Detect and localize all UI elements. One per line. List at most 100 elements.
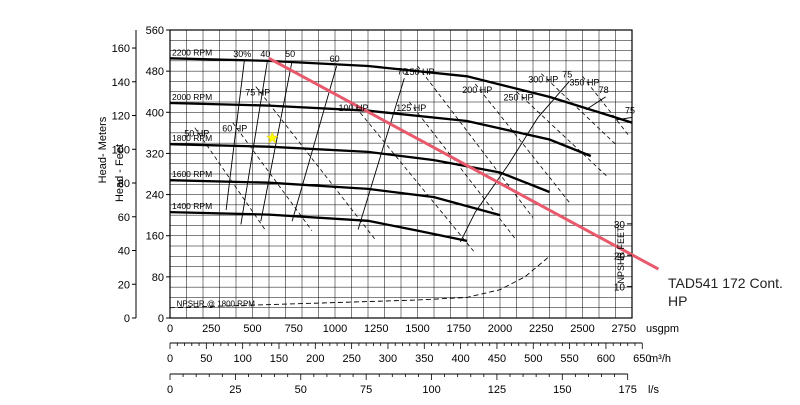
power-line <box>582 76 630 136</box>
efficiency-line <box>260 60 293 222</box>
tick-label-meters: 80 <box>118 178 130 190</box>
tick-label-gpm: 750 <box>285 323 303 335</box>
efficiency-label: 78 <box>599 85 609 95</box>
power-label: 300 HP <box>528 75 558 85</box>
efficiency-line <box>291 65 338 222</box>
tick-label-m3h: 400 <box>451 353 469 365</box>
axis-title-feet: Head - Feet <box>114 144 126 202</box>
efficiency-line <box>615 116 633 121</box>
power-line <box>541 73 618 146</box>
tick-label-feet: 320 <box>146 148 164 160</box>
power-label: 350 HP <box>569 77 599 87</box>
tick-label-ls: 75 <box>360 384 372 396</box>
tick-label-ls: 150 <box>553 384 571 396</box>
tick-label-m3h: 550 <box>560 353 578 365</box>
power-line <box>417 65 534 218</box>
speed-curve <box>169 143 550 194</box>
tick-label-ls: 100 <box>422 384 440 396</box>
tick-label-feet: 480 <box>146 66 164 78</box>
tick-label-gpm: 2250 <box>529 323 553 335</box>
efficiency-label: 30% <box>233 49 251 59</box>
efficiency-line <box>459 81 570 243</box>
tick-label-npshr: 20 <box>614 251 626 262</box>
axis-title-meters: Head- Meters <box>97 116 109 183</box>
tick-label-ls: 0 <box>167 384 173 396</box>
power-label: 250 HP <box>503 93 533 103</box>
tick-label-npshr: 30 <box>614 220 626 231</box>
plot-border <box>169 29 633 319</box>
tick-label-m3h: 500 <box>524 353 542 365</box>
tick-label-feet: 80 <box>152 272 164 284</box>
tick-label-meters: 0 <box>124 313 130 325</box>
speed-curve-label: 1400 RPM <box>172 201 212 211</box>
speed-curve-label: 2200 RPM <box>172 47 212 57</box>
power-line <box>255 86 377 242</box>
speed-curve <box>169 57 633 124</box>
tick-label-m3h: 350 <box>415 353 433 365</box>
speed-curve <box>169 210 468 243</box>
tick-label-gpm: 0 <box>167 323 173 335</box>
tick-label-ls: 125 <box>488 384 506 396</box>
speed-curve-label: 1800 RPM <box>172 133 212 143</box>
speed-curve-label: 2000 RPM <box>172 92 212 102</box>
tick-label-meters: 160 <box>112 43 130 55</box>
tick-label-m3h: 300 <box>379 353 397 365</box>
npshr-curve-label: NPSHR @ 1800 RPM <box>177 300 256 309</box>
power-label: 100 HP <box>338 103 368 113</box>
operating-point-star <box>265 131 279 144</box>
tick-label-meters: 120 <box>112 111 130 123</box>
tick-label-meters: 100 <box>112 144 130 156</box>
axis-title-m3h: m³/h <box>649 353 671 365</box>
speed-curve-label: 1600 RPM <box>172 169 212 179</box>
tick-label-gpm: 1750 <box>447 323 471 335</box>
tick-label-m3h: 450 <box>488 353 506 365</box>
efficiency-label: 75 <box>562 69 572 79</box>
tick-label-ls: 50 <box>295 384 307 396</box>
efficiency-label: 60 <box>330 54 340 64</box>
tick-label-meters: 60 <box>118 212 130 224</box>
tick-label-m3h: 650 <box>633 353 651 365</box>
operating-line-label-2: HP <box>668 293 687 309</box>
power-label: 125 HP <box>396 103 426 113</box>
tick-label-gpm: 2500 <box>570 323 594 335</box>
tick-label-m3h: 50 <box>200 353 212 365</box>
tick-label-m3h: 150 <box>270 353 288 365</box>
axis-title-ls: l/s <box>648 384 660 396</box>
efficiency-line <box>225 60 245 211</box>
operating-line-label-1: TAD541 172 Cont. <box>668 275 783 291</box>
tick-label-npshr: 10 <box>614 283 626 294</box>
tick-label-m3h: 250 <box>342 353 360 365</box>
tick-label-m3h: 200 <box>306 353 324 365</box>
tick-label-gpm: 1500 <box>405 323 429 335</box>
tick-label-ls: 25 <box>229 384 241 396</box>
plot-frame <box>169 29 633 319</box>
axis-title-npshr: NPSHR FEET <box>616 226 626 284</box>
tick-label-gpm: 500 <box>243 323 261 335</box>
tick-label-m3h: 0 <box>167 353 173 365</box>
power-label: 75 HP <box>245 88 270 98</box>
tick-label-gpm: 1000 <box>323 323 347 335</box>
tick-label-gpm: 2000 <box>488 323 512 335</box>
tick-label-m3h: 100 <box>233 353 251 365</box>
tick-label-feet: 160 <box>146 231 164 243</box>
tick-label-meters: 40 <box>118 246 130 258</box>
tick-label-gpm: 1250 <box>364 323 388 335</box>
axis-title-gpm: usgpm <box>646 323 679 335</box>
power-label: 150 HP <box>404 67 434 77</box>
efficiency-label: 50 <box>285 49 295 59</box>
efficiency-label: 70 <box>397 66 407 76</box>
power-label: 200 HP <box>462 85 492 95</box>
efficiency-line <box>240 60 268 225</box>
tick-label-feet: 240 <box>146 190 164 202</box>
tick-label-feet: 0 <box>158 313 164 325</box>
power-label: 50 HP <box>184 129 209 139</box>
power-line <box>232 122 313 231</box>
power-line <box>408 101 516 239</box>
chart-labels: NPSHR @ 1800 RPM 30% 40 50 60 70 75 78 75 50 HP 60… <box>172 47 783 309</box>
tick-label-meters: 140 <box>112 77 130 89</box>
tick-label-ls: 175 <box>618 384 636 396</box>
tick-label-gpm: 2750 <box>612 323 636 335</box>
tick-label-gpm: 250 <box>202 323 220 335</box>
